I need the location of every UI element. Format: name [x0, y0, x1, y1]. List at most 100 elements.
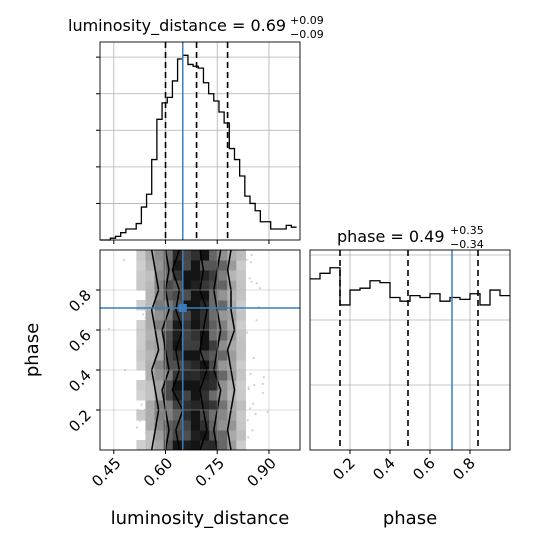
density-cell [190, 270, 201, 281]
density-cell [200, 330, 210, 341]
density-cell [236, 340, 246, 351]
density-cell [227, 280, 237, 291]
density-cell [200, 280, 210, 291]
density-cell [190, 280, 201, 291]
density-cell [200, 420, 210, 431]
scatter-point [107, 327, 110, 331]
density-cell [209, 430, 219, 441]
density-cell [154, 290, 165, 301]
density-cell [154, 390, 165, 401]
density-cell [181, 280, 192, 291]
density-cell [209, 330, 219, 341]
density-cell [154, 420, 165, 431]
density-cell [154, 330, 165, 341]
density-cell [190, 390, 201, 401]
scatter-point [245, 258, 248, 261]
density-cell [181, 350, 192, 361]
density-cell [154, 250, 165, 261]
density-cell [145, 260, 156, 271]
density-cell [163, 340, 174, 351]
density-cell [163, 440, 174, 450]
density-cell [236, 360, 246, 371]
density-cell [236, 430, 246, 441]
density-cell [218, 440, 228, 450]
scatter-point [247, 388, 250, 391]
density-cell [145, 390, 156, 401]
density-cell [181, 380, 192, 391]
density-cell [136, 300, 146, 311]
phase-panel: phase = 0.49 +0.35 −0.34 0.2 0.4 0.6 0.8 ph… [309, 224, 511, 529]
density-cell [154, 430, 165, 441]
density-cell [190, 370, 201, 381]
density-cell [181, 330, 192, 341]
density-cell [236, 270, 246, 281]
density-cell [200, 350, 210, 361]
density-cell [236, 400, 246, 411]
histogram-step [100, 54, 297, 241]
density-cell [181, 310, 192, 321]
density-cell [190, 330, 201, 341]
density-cell [236, 330, 246, 341]
density-cell [227, 250, 237, 261]
density-cell [200, 340, 210, 351]
density-cell [163, 310, 174, 321]
density-cell [209, 410, 219, 421]
y-tick-label: 0.6 [65, 326, 95, 356]
scatter-point [248, 277, 251, 280]
density-cell [209, 400, 219, 411]
density-cell [181, 370, 192, 381]
density-cell [236, 390, 246, 401]
scatter-point [135, 426, 139, 429]
luminosity-distance-xlabel: luminosity_distance [111, 508, 290, 529]
density-cell [209, 260, 219, 271]
density-cell [227, 320, 237, 331]
truth-marker [178, 304, 187, 312]
scatter-point [252, 402, 255, 405]
density-cell [136, 340, 146, 351]
density-cell [163, 320, 174, 331]
density-cell [136, 320, 146, 331]
density-cell [209, 300, 219, 311]
density-cell [190, 290, 201, 301]
density-cell [163, 410, 174, 421]
density-cell [218, 270, 228, 281]
x-tick-labels: 0.45 0.60 0.75 0.90 [88, 450, 280, 490]
density-cell [190, 300, 201, 311]
scatter-point [249, 261, 252, 264]
density-cell [190, 440, 201, 450]
density-cell [145, 270, 156, 281]
luminosity-distance-panel: luminosity_distance = 0.69 +0.09 −0.09 [68, 14, 324, 244]
density-cell [190, 350, 201, 361]
density-cell [218, 360, 228, 371]
scatter-point [247, 436, 250, 439]
title-plus: +0.35 [450, 224, 484, 237]
density-cell [145, 370, 156, 381]
density-cell [136, 380, 146, 391]
density-cell [209, 440, 219, 450]
density-cell [163, 390, 174, 401]
density-cell [163, 350, 174, 361]
density-cell [190, 410, 201, 421]
density-cell [172, 260, 183, 271]
scatter-point [261, 382, 264, 386]
density-cell [172, 400, 183, 411]
y-tick-labels: 0.2 0.4 0.6 0.8 [65, 286, 100, 436]
scatter-point [123, 258, 126, 261]
density-cell [190, 420, 201, 431]
luminosity-distance-title: luminosity_distance = 0.69 [68, 16, 286, 36]
density-cell [154, 380, 165, 391]
density-cell [145, 350, 156, 361]
density-cell [181, 270, 192, 281]
joint-panel: 0.45 0.60 0.75 0.90 0.2 0.4 0.6 0.8 luminosity… [22, 249, 301, 529]
density-cell [136, 250, 146, 261]
scatter-point [252, 357, 255, 360]
scatter-point [254, 412, 257, 416]
title-param: phase [337, 227, 385, 246]
x-tick-label: 0.45 [88, 454, 124, 490]
title-value: 0.49 [409, 227, 445, 246]
density-cell [136, 410, 146, 421]
title-minus: −0.34 [450, 238, 484, 251]
density-cell [136, 260, 146, 271]
density-cell [145, 400, 156, 411]
density-cell [190, 320, 201, 331]
